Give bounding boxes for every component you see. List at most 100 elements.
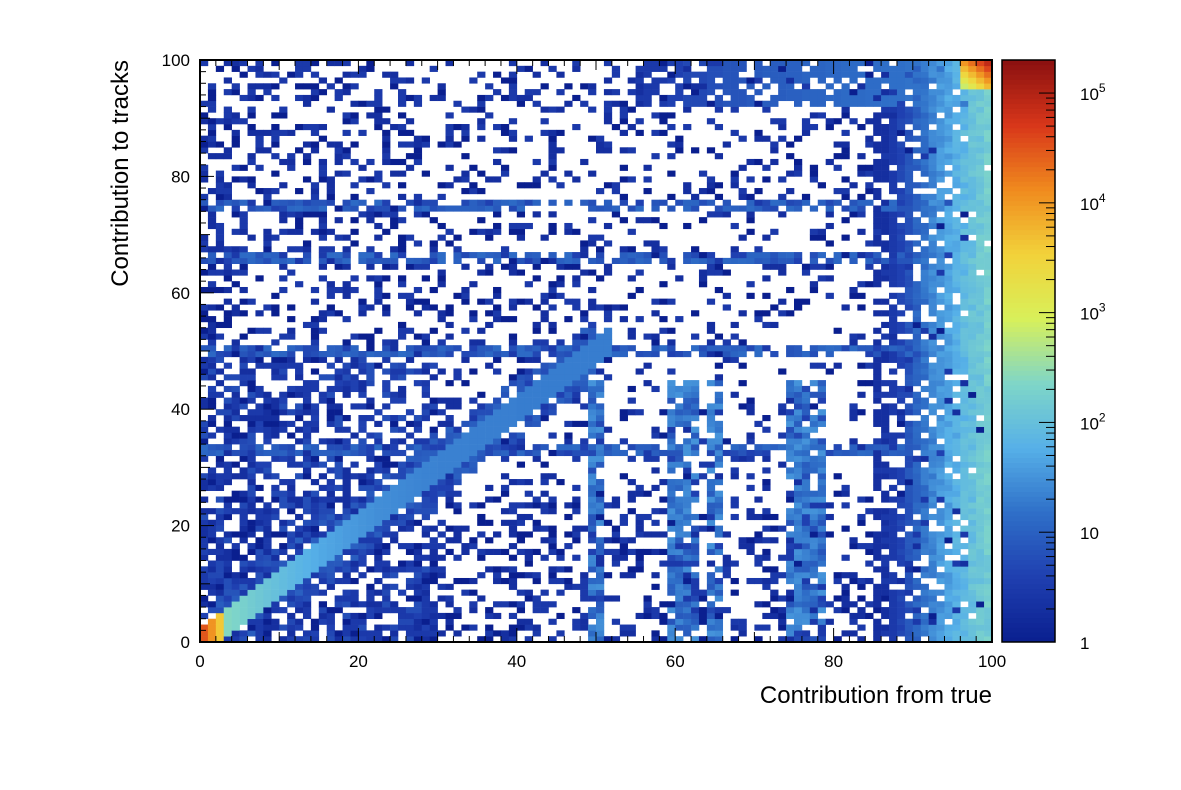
heatmap-cell: [809, 391, 819, 398]
heatmap-cell: [239, 519, 248, 526]
heatmap-cell: [904, 240, 914, 247]
heatmap-cell: [302, 321, 312, 329]
heatmap-cell: [532, 89, 541, 96]
heatmap-cell: [405, 444, 415, 451]
heatmap-cell: [904, 94, 914, 102]
heatmap-cell: [920, 263, 929, 270]
heatmap-cell: [429, 607, 438, 614]
heatmap-cell: [287, 601, 296, 608]
heatmap-cell: [762, 444, 771, 451]
heatmap-cell: [263, 618, 272, 625]
heatmap-cell: [738, 630, 747, 637]
heatmap-cell: [960, 473, 969, 480]
heatmap-cell: [889, 269, 898, 276]
heatmap-cell: [809, 263, 819, 270]
heatmap-cell: [247, 473, 256, 480]
heatmap-cell: [627, 246, 636, 253]
heatmap-cell: [207, 356, 217, 363]
heatmap-cell: [255, 327, 264, 334]
heatmap-cell: [904, 624, 914, 631]
heatmap-cell: [714, 566, 724, 573]
heatmap-cell: [683, 566, 692, 573]
heatmap-cell: [548, 141, 557, 148]
heatmap-cell: [730, 182, 739, 189]
heatmap-cell: [865, 612, 874, 620]
heatmap-cell: [263, 188, 272, 195]
heatmap-cell: [540, 316, 549, 323]
heatmap-cell: [873, 409, 882, 416]
heatmap-cell: [746, 158, 755, 166]
heatmap-cell: [231, 461, 240, 468]
heatmap-cell: [944, 415, 953, 422]
heatmap-cell: [263, 601, 272, 608]
heatmap-cell: [635, 252, 644, 259]
heatmap-cell: [944, 234, 953, 241]
heatmap-cell: [794, 89, 803, 96]
heatmap-cell: [936, 106, 945, 113]
heatmap-cell: [857, 228, 866, 235]
heatmap-cell: [794, 630, 803, 637]
heatmap-cell: [928, 484, 937, 491]
heatmap-cell: [635, 560, 644, 567]
heatmap-cell: [548, 321, 557, 329]
heatmap-cell: [912, 426, 922, 433]
heatmap-cell: [207, 374, 217, 381]
heatmap-cell: [960, 77, 969, 84]
heatmap-cell: [714, 391, 724, 398]
heatmap-cell: [809, 257, 819, 264]
heatmap-cell: [271, 188, 280, 195]
heatmap-cell: [738, 257, 747, 264]
heatmap-cell: [500, 199, 510, 206]
heatmap-cell: [667, 455, 676, 462]
heatmap-cell: [405, 164, 415, 171]
heatmap-cell: [920, 403, 929, 410]
heatmap-cell: [295, 211, 304, 218]
heatmap-cell: [469, 281, 478, 288]
heatmap-cell: [659, 508, 668, 515]
heatmap-cell: [302, 356, 312, 363]
heatmap-cell: [873, 65, 882, 72]
heatmap-cell: [485, 612, 494, 620]
heatmap-cell: [706, 572, 716, 579]
heatmap-cell: [200, 345, 209, 352]
heatmap-cell: [928, 158, 937, 166]
heatmap-cell: [588, 199, 597, 206]
heatmap-cell: [952, 607, 961, 614]
heatmap-cell: [904, 409, 914, 416]
heatmap-cell: [944, 60, 953, 67]
heatmap-cell: [801, 124, 811, 131]
heatmap-cell: [857, 577, 866, 585]
heatmap-cell: [350, 548, 359, 555]
heatmap-cell: [445, 525, 454, 532]
heatmap-cell: [691, 444, 700, 451]
heatmap-cell: [231, 415, 240, 422]
heatmap-cell: [912, 147, 922, 154]
heatmap-cell: [841, 252, 850, 259]
heatmap-cell: [904, 362, 914, 369]
heatmap-cell: [279, 286, 288, 294]
heatmap-cell: [271, 362, 280, 369]
heatmap-cell: [382, 257, 391, 264]
heatmap-cell: [493, 351, 502, 358]
heatmap-cell: [429, 467, 438, 474]
heatmap-cell: [263, 147, 272, 154]
heatmap-cell: [960, 484, 969, 491]
heatmap-cell: [366, 368, 375, 375]
heatmap-cell: [928, 222, 937, 230]
heatmap-cell: [968, 147, 977, 154]
heatmap-cell: [239, 455, 248, 462]
heatmap-cell: [500, 385, 510, 393]
heatmap-cell: [358, 496, 367, 503]
heatmap-cell: [366, 65, 375, 72]
heatmap-cell: [706, 560, 716, 567]
heatmap-cell: [912, 490, 922, 497]
heatmap-cell: [920, 438, 929, 445]
heatmap-cell: [493, 71, 502, 78]
heatmap-cell: [231, 257, 240, 264]
heatmap-cell: [302, 397, 312, 404]
heatmap-cell: [643, 240, 652, 247]
heatmap-cell: [873, 636, 882, 643]
heatmap-cell: [841, 607, 850, 614]
heatmap-cell: [596, 601, 605, 608]
heatmap-cell: [904, 618, 914, 625]
